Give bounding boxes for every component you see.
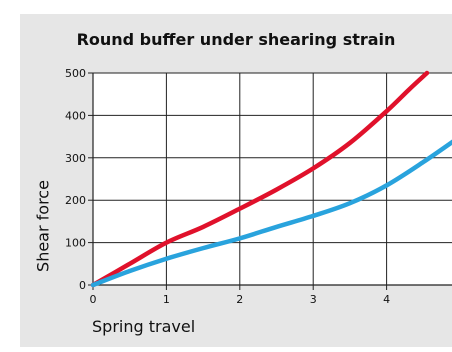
- y-tick-label: 400: [65, 109, 86, 122]
- x-tick-label: 2: [236, 293, 243, 306]
- x-tick-label: 0: [90, 293, 97, 306]
- y-tick-label: 500: [65, 67, 86, 80]
- y-tick-label: 300: [65, 152, 86, 165]
- y-axis-label: Shear force: [33, 180, 53, 272]
- y-tick-label: 200: [65, 194, 86, 207]
- series-line-1: [90, 70, 430, 288]
- chart-title: Round buffer under shearing strain: [76, 30, 396, 49]
- series-line-2: [90, 139, 452, 288]
- x-axis-label: Spring travel: [92, 317, 196, 336]
- x-tick-label: 4: [383, 293, 390, 306]
- x-tick-label: 1: [163, 293, 170, 306]
- x-tick-label: 3: [310, 293, 317, 306]
- y-tick-label: 0: [79, 279, 86, 292]
- y-tick-label: 100: [65, 237, 86, 250]
